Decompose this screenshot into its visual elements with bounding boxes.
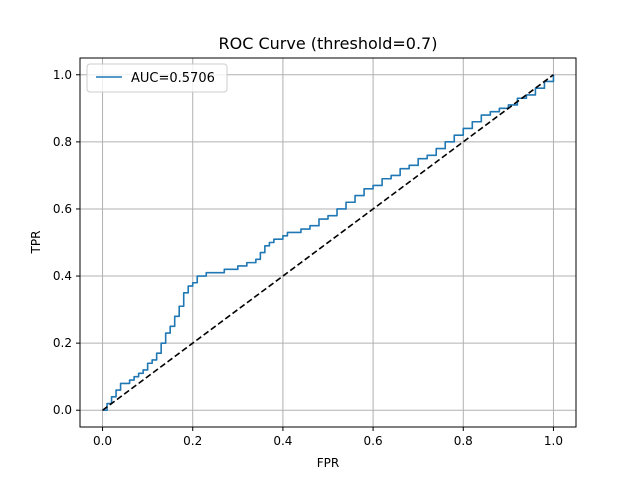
legend-entry-auc: AUC=0.5706 [131,71,215,86]
axis-ticks: 0.0 0.2 0.4 0.6 0.8 1.0 0.0 0.2 0.4 0.6 0.8 1.0 [53,68,563,448]
y-tick-label: 0.6 [53,202,72,216]
y-tick-label: 0.2 [53,336,72,350]
legend-box [86,63,228,93]
y-tick-label: 1.0 [53,68,72,82]
data-series [102,74,555,412]
x-tick-label: 0.6 [364,434,383,448]
y-axis-label: TPR [29,231,43,255]
random-baseline-line [102,74,554,411]
x-tick-label: 1.0 [544,434,563,448]
x-tick-label: 0.2 [183,434,202,448]
y-tick-label: 0.8 [53,135,72,149]
x-tick-label: 0.8 [454,434,473,448]
roc-curve-line [102,74,555,412]
legend: AUC=0.5706 [86,63,228,93]
plot-area-frame [79,57,577,428]
y-tick-label: 0.0 [53,403,72,417]
chart-title: ROC Curve (threshold=0.7) [219,34,438,53]
x-axis-label: FPR [317,456,339,470]
x-tick-label: 0.0 [93,434,112,448]
x-tick-label: 0.4 [273,434,292,448]
y-tick-label: 0.4 [53,269,72,283]
